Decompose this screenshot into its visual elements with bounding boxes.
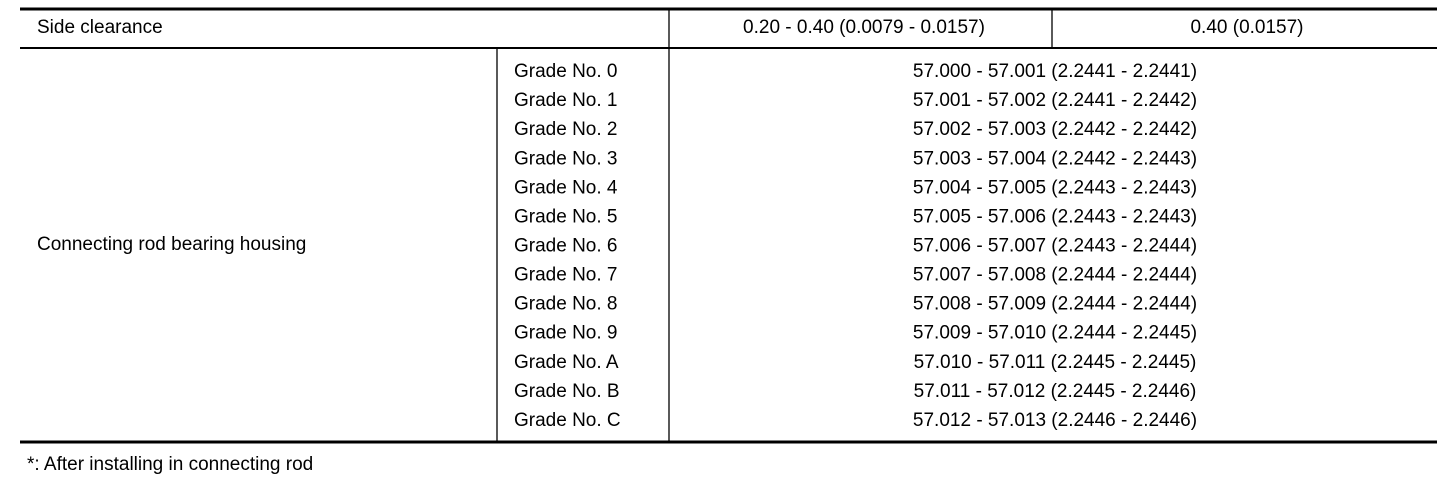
grade-value: 57.002 - 57.003 (2.2442 - 2.2442): [913, 119, 1197, 140]
grade-value: 57.005 - 57.006 (2.2443 - 2.2443): [913, 206, 1197, 227]
grade-value: 57.011 - 57.012 (2.2445 - 2.2446): [914, 381, 1197, 402]
grade-label: Grade No. 4: [514, 177, 618, 198]
grade-value: 57.006 - 57.007 (2.2443 - 2.2444): [913, 235, 1197, 256]
grade-value: 57.001 - 57.002 (2.2441 - 2.2442): [913, 90, 1197, 111]
grade-value: 57.009 - 57.010 (2.2444 - 2.2445): [913, 323, 1197, 344]
grade-label: Grade No. 8: [514, 294, 618, 315]
grade-value: 57.010 - 57.011 (2.2445 - 2.2445): [914, 352, 1197, 373]
row-label: Connecting rod bearing housing: [37, 234, 306, 255]
standard-value: 0.20 - 0.40 (0.0079 - 0.0157): [743, 17, 985, 38]
grade-label: Grade No. 0: [514, 61, 618, 82]
footnote: *: After installing in connecting rod: [27, 454, 313, 475]
grade-label: Grade No. 6: [514, 235, 618, 256]
grade-value: 57.007 - 57.008 (2.2444 - 2.2444): [913, 265, 1197, 286]
grade-value: 57.012 - 57.013 (2.2446 - 2.2446): [913, 410, 1197, 431]
grade-label: Grade No. 7: [514, 265, 618, 286]
grade-value: 57.000 - 57.001 (2.2441 - 2.2441): [913, 61, 1197, 82]
grade-label: Grade No. 1: [514, 90, 618, 111]
row-label: Side clearance: [37, 17, 163, 38]
grade-value: 57.008 - 57.009 (2.2444 - 2.2444): [913, 294, 1197, 315]
grade-label: Grade No. C: [514, 410, 621, 431]
limit-value: 0.40 (0.0157): [1190, 17, 1303, 38]
grade-value: 57.004 - 57.005 (2.2443 - 2.2443): [913, 177, 1197, 198]
grade-value: 57.003 - 57.004 (2.2442 - 2.2443): [913, 148, 1197, 169]
grade-label: Grade No. B: [514, 381, 620, 402]
grade-label: Grade No. A: [514, 352, 619, 373]
grade-label: Grade No. 3: [514, 148, 618, 169]
grade-label: Grade No. 5: [514, 206, 618, 227]
grade-label: Grade No. 9: [514, 323, 618, 344]
grade-label: Grade No. 2: [514, 119, 618, 140]
